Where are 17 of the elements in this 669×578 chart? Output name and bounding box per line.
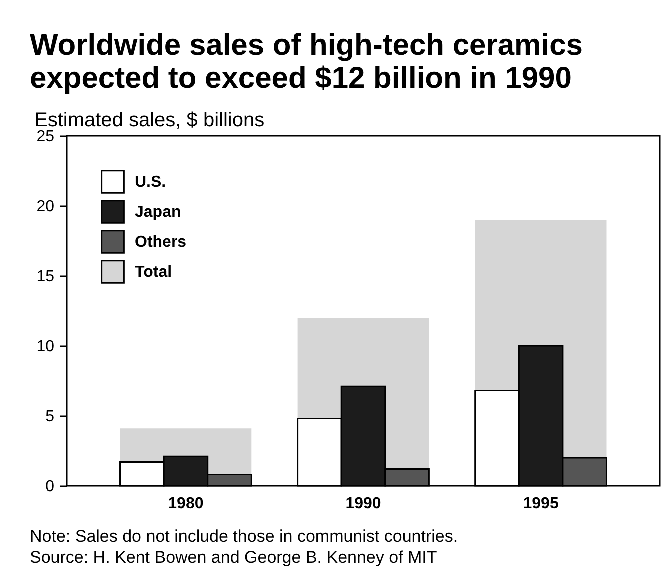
- y-tick-label: 20: [36, 198, 55, 216]
- legend-label: Japan: [135, 204, 182, 221]
- y-tick-label: 10: [36, 338, 55, 356]
- legend-label: Total: [135, 264, 172, 281]
- y-tick-label: 0: [46, 478, 55, 496]
- x-tick-label: 1990: [346, 496, 382, 512]
- legend-label: U.S.: [135, 174, 166, 191]
- y-tick-label: 5: [46, 408, 55, 426]
- chart-title: Worldwide sales of high-tech ceramics expected to exceed $12 billion in 1990: [30, 29, 583, 95]
- y-tick-label: 15: [36, 268, 55, 286]
- text: Note: Sales do not include those in communist countries.: [30, 527, 458, 546]
- source-note: Source: H. Kent Bowen and George B. Kenney of MIT: [30, 548, 438, 567]
- y-axis-title: Estimated sales, $ billions: [34, 110, 265, 132]
- y-tick-label: 25: [36, 128, 55, 146]
- legend-label: Others: [135, 234, 187, 251]
- x-tick-label: 1980: [168, 496, 204, 512]
- x-tick-label: 1995: [523, 496, 559, 512]
